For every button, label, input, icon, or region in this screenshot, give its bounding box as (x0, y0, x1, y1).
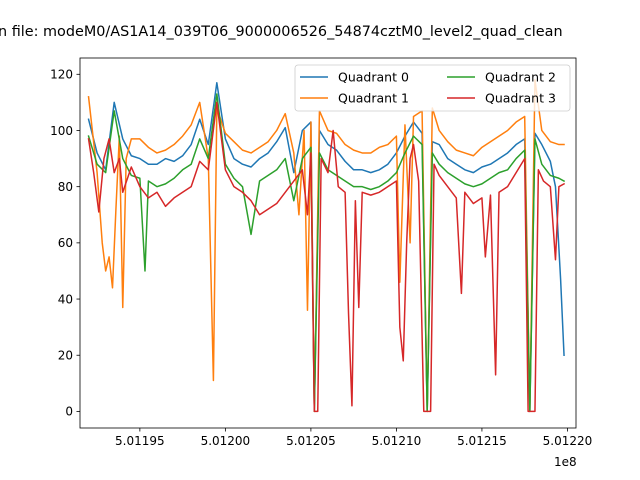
x-tick-label: 5.01200 (201, 434, 251, 448)
legend-label: Quadrant 1 (338, 91, 409, 106)
legend: Quadrant 0 Quadrant 1 Quadrant 2 Quadrant 3 (294, 64, 571, 112)
legend-box (294, 64, 571, 112)
legend-label: Quadrant 3 (485, 91, 556, 106)
chart-title: n file: modeM0/AS1A14_039T06_9000006526_… (0, 24, 563, 40)
y-tick-label: 100 (50, 124, 73, 138)
x-tick-label: 5.01210 (372, 434, 422, 448)
y-tick-label: 80 (58, 180, 73, 194)
x-tick-label: 5.01215 (457, 434, 507, 448)
y-tick-label: 120 (50, 68, 73, 82)
legend-label: Quadrant 2 (485, 70, 556, 85)
y-tick-label: 40 (58, 292, 73, 306)
y-tick-label: 60 (58, 236, 73, 250)
x-offset-label: 1e8 (554, 455, 577, 469)
series-layer (87, 79, 566, 413)
series-line-quadrant-3 (87, 101, 566, 413)
y-tick-label: 20 (58, 349, 73, 363)
y-tick-label: 0 (65, 405, 73, 419)
legend-label: Quadrant 0 (338, 70, 409, 85)
x-tick-label: 5.01195 (115, 434, 165, 448)
x-tick-label: 5.01220 (543, 434, 593, 448)
x-tick-label: 5.01205 (286, 434, 336, 448)
axes-layer: 5.01195 5.01200 5.01205 5.01210 5.01215 5.012… (50, 57, 593, 448)
series-line-quadrant-0 (87, 81, 565, 413)
